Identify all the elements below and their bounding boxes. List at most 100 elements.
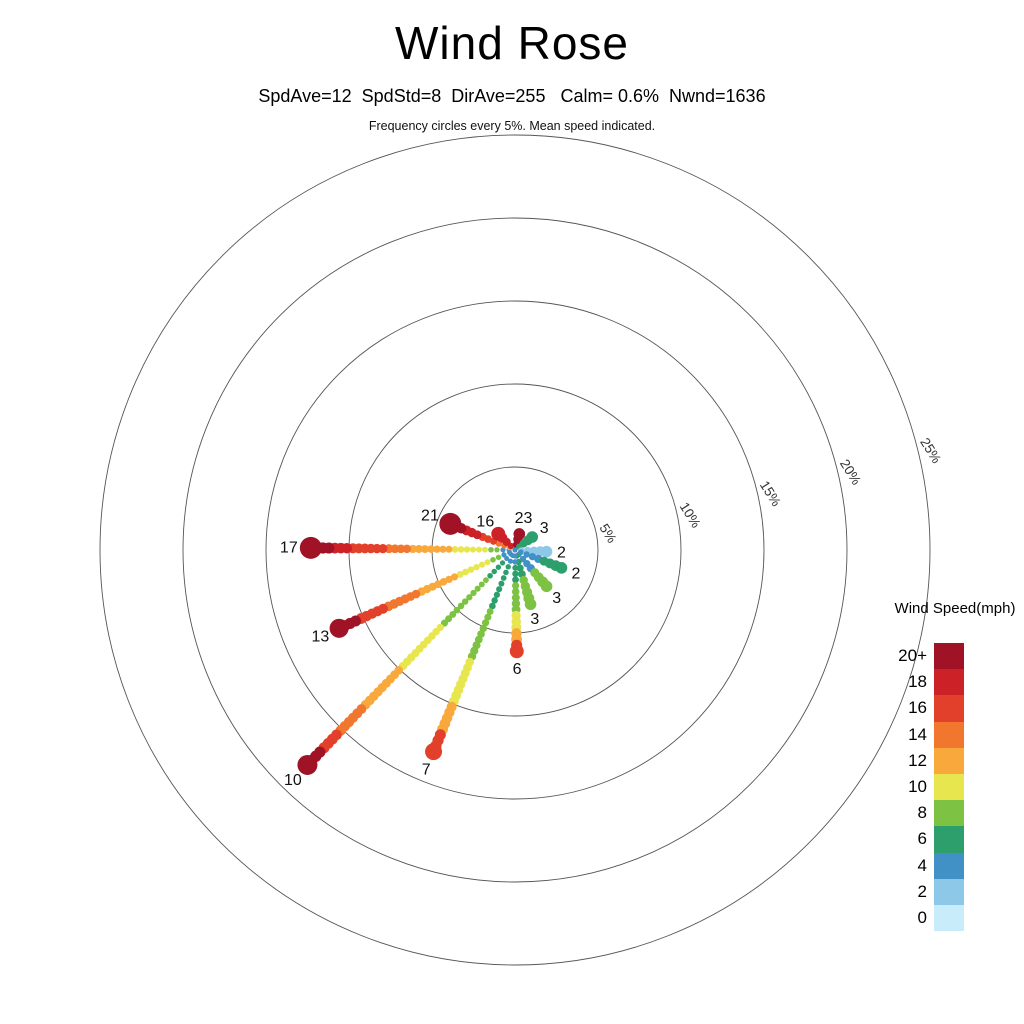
- petal-dot: [408, 544, 418, 554]
- petal-dot: [402, 544, 412, 554]
- petal-mean-speed-label: 2: [572, 565, 581, 582]
- legend-bin-label: 2: [917, 881, 927, 901]
- petal-tip-dot: [297, 754, 318, 775]
- petal-dot: [445, 545, 453, 553]
- petal-tip-dot: [528, 533, 537, 542]
- petal-dot: [493, 591, 501, 598]
- chart-stats-subtitle: SpdAve=12 SpdStd=8 DirAve=255 Calm= 0.6%…: [258, 86, 766, 106]
- legend-color-swatch: [934, 643, 964, 670]
- legend-bin-8: 8: [865, 800, 964, 827]
- petal-dot: [496, 586, 503, 593]
- legend-bin-label: 0: [917, 907, 927, 927]
- petal-dot: [489, 602, 496, 610]
- petal-dot: [484, 613, 492, 621]
- petal-tip-dot: [556, 563, 566, 573]
- petal-dot: [414, 544, 423, 553]
- legend-color-swatch: [934, 669, 964, 696]
- petal-dot: [507, 558, 514, 564]
- petal-dir21-speed2: 2: [512, 547, 581, 582]
- petal-dot: [478, 581, 485, 588]
- petal-dot: [473, 563, 480, 571]
- petal-dot: [457, 546, 465, 553]
- petal-dot: [470, 589, 477, 597]
- legend-bin-4: 4: [865, 852, 964, 879]
- legend-bin-6: 6: [865, 826, 964, 853]
- legend-color-swatch: [934, 826, 964, 853]
- petal-mean-speed-label: 6: [513, 661, 522, 678]
- legend-bin-2: 2: [865, 878, 964, 905]
- petal-dot: [523, 551, 530, 558]
- petal-dot: [500, 575, 507, 581]
- frequency-ring-25pct: [99, 134, 931, 966]
- petal-dot: [421, 545, 429, 553]
- petal-dir49-speed3: 3: [512, 547, 561, 607]
- legend-bin-label: 14: [908, 724, 927, 744]
- ring-label-15pct: 15%: [757, 478, 784, 509]
- petal-dot: [482, 546, 488, 553]
- petal-dot: [511, 593, 520, 602]
- petal-dot: [487, 572, 493, 579]
- legend-color-swatch: [934, 800, 964, 827]
- ring-label-20pct: 20%: [837, 457, 864, 488]
- petal-tip-dot: [542, 581, 552, 591]
- petal-dot: [483, 577, 489, 583]
- legend-bin-16: 16: [865, 695, 964, 722]
- petal-mean-speed-label: 16: [476, 513, 494, 530]
- petal-dot: [433, 545, 441, 553]
- petal-dot: [457, 602, 465, 610]
- petal-dot: [491, 597, 498, 604]
- petal-dot: [499, 560, 506, 566]
- petal-dot: [512, 576, 519, 584]
- petal-mean-speed-label: 3: [540, 520, 549, 537]
- petal-tip-dot: [329, 618, 349, 638]
- frequency-ring-20pct: [182, 217, 848, 883]
- petal-dot: [495, 564, 502, 570]
- legend-bin-label: 16: [908, 698, 927, 718]
- petal-tip-dot: [526, 599, 536, 609]
- petal-dot: [456, 571, 464, 578]
- ring-label-5pct: 5%: [596, 521, 619, 545]
- petal-dot: [491, 568, 497, 575]
- legend-color-swatch: [934, 721, 964, 748]
- legend-title: Wind Speed(mph): [894, 600, 1016, 617]
- legend-bin-label: 18: [908, 672, 927, 692]
- petal-dot: [511, 587, 520, 596]
- petal-mean-speed-label: 7: [422, 762, 431, 779]
- petal-dir134-speed10: 10: [284, 547, 518, 789]
- legend-bin-20+: 20+: [865, 643, 964, 670]
- petal-dot: [478, 561, 486, 568]
- petal-dot: [494, 547, 500, 553]
- frequency-ring-15pct: [265, 300, 765, 800]
- petal-dot: [474, 585, 481, 592]
- petal-dot: [466, 594, 473, 601]
- petal-mean-speed-label: 3: [552, 590, 561, 607]
- petal-dot: [481, 619, 490, 627]
- petal-dot: [512, 547, 518, 553]
- petal-dot: [495, 554, 502, 561]
- petal-tip-dot: [513, 528, 525, 540]
- petal-dot: [504, 556, 510, 562]
- petal-tip-dot: [439, 512, 462, 535]
- legend-bin-18: 18: [865, 669, 964, 696]
- petal-tip-dot: [509, 644, 524, 659]
- petal-dot: [439, 545, 447, 553]
- legend-bin-label: 4: [917, 855, 927, 875]
- petal-mean-speed-label: 3: [530, 611, 539, 628]
- petal-dir181-speed17: 17: [280, 536, 518, 559]
- legend-bin-label: 20+: [898, 646, 927, 666]
- petal-mean-speed-label: 2: [557, 544, 566, 561]
- legend-color-swatch: [934, 904, 964, 932]
- petal-tip-dot: [491, 526, 506, 541]
- legend-bin-label: 8: [917, 803, 927, 823]
- ring-label-10pct: 10%: [677, 500, 704, 531]
- petal-mean-speed-label: 17: [280, 540, 298, 557]
- legend-color-swatch: [934, 695, 964, 722]
- petal-dot: [512, 582, 520, 590]
- petal-mean-speed-label: 13: [311, 629, 329, 646]
- petal-dot: [486, 608, 494, 616]
- petal-dot: [475, 546, 482, 553]
- petal-dot: [449, 611, 457, 618]
- petal-dir156-speed13: 13: [311, 547, 518, 646]
- legend-bin-12: 12: [865, 747, 964, 774]
